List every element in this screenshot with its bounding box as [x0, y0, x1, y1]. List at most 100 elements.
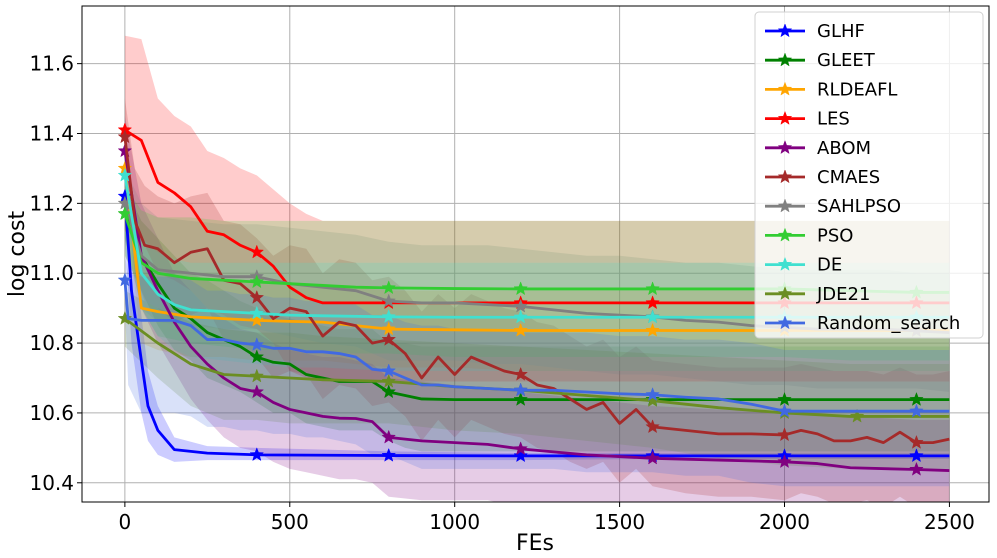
x-tick-label: 500: [271, 510, 309, 534]
marker-glhf: [381, 447, 397, 462]
y-tick-label: 10.4: [29, 471, 74, 495]
marker-jde21: [381, 373, 397, 388]
marker-cmaes: [117, 129, 133, 144]
series-line-random-search: [123, 280, 950, 413]
band-cmaes: [124, 98, 950, 502]
legend-marker-de: [777, 256, 793, 271]
band-les: [124, 35, 950, 382]
marker-cmaes: [645, 419, 660, 434]
marker-sahlpso: [381, 293, 397, 308]
marker-cmaes: [381, 331, 397, 346]
marker-glhf: [249, 447, 265, 462]
band-abom: [124, 116, 950, 502]
legend-marker-random-search: [777, 315, 793, 330]
marker-rldeafl: [645, 322, 660, 337]
marker-abom: [117, 143, 133, 158]
legend-marker-sahlpso: [777, 198, 793, 213]
y-tick-label: 11.2: [29, 191, 74, 215]
marker-les: [249, 244, 265, 259]
marker-random-search: [381, 363, 397, 378]
legend-label-gleet: GLEET: [817, 50, 876, 71]
x-tick-label: 2000: [759, 510, 810, 534]
marker-de: [513, 309, 528, 324]
legend-label-cmaes: CMAES: [817, 167, 880, 188]
marker-random-search: [117, 272, 133, 287]
legend-marker-les: [777, 110, 793, 125]
marker-cmaes: [249, 289, 265, 304]
x-tick-label: 1000: [429, 510, 480, 534]
marker-abom: [513, 441, 528, 456]
marker-pso: [513, 281, 528, 296]
legend-box: [754, 11, 984, 339]
y-tick-label: 11.0: [29, 261, 74, 285]
marker-random-search: [777, 403, 792, 418]
band-sahlpso: [124, 168, 950, 392]
series-line-abom: [123, 150, 950, 472]
marker-glhf: [513, 448, 528, 463]
marker-jde21: [849, 408, 865, 423]
legend-label-pso: PSO: [817, 225, 853, 246]
x-axis-label: FEs: [516, 531, 554, 556]
marker-rldeafl: [513, 322, 529, 337]
axis-ticks: 0 500 1000 1500 2000 2500 10.4 10.6 10.8 11.0 11.2…: [29, 52, 974, 534]
y-tick-label: 10.6: [29, 401, 74, 425]
legend-label-glhf: GLHF: [817, 21, 865, 42]
y-tick-label: 11.4: [29, 121, 74, 145]
marker-rldeafl: [249, 312, 265, 327]
legend-label-les: LES: [817, 109, 850, 130]
marker-les: [645, 295, 660, 310]
marker-de: [381, 309, 397, 324]
marker-gleet: [777, 391, 792, 406]
series-line-glhf: [123, 196, 950, 458]
marker-cmaes: [909, 434, 924, 449]
band-jde21: [124, 290, 950, 469]
marker-pso: [381, 280, 397, 295]
marker-random-search: [909, 403, 924, 418]
marker-jde21: [645, 392, 660, 407]
legend-label-random-search: Random_search: [817, 313, 960, 334]
legend-label-sahlpso: SAHLPSO: [817, 196, 901, 217]
legend-marker-jde21: [777, 286, 793, 301]
legend-marker-rldeafl: [777, 81, 793, 96]
marker-gleet: [249, 349, 265, 364]
y-axis-label: log cost: [5, 211, 30, 298]
marker-de: [249, 305, 265, 320]
marker-abom: [909, 461, 924, 476]
legend-label-rldeafl: RLDEAFL: [817, 79, 897, 100]
x-tick-label: 2500: [924, 510, 975, 534]
x-tick-label: 1500: [594, 510, 645, 534]
marker-de: [117, 167, 133, 182]
legend-label-jde21: JDE21: [816, 284, 870, 305]
series-line-les: [124, 128, 950, 305]
marker-glhf: [909, 448, 924, 463]
marker-cmaes: [777, 427, 792, 442]
marker-random-search: [513, 382, 529, 397]
marker-jde21: [117, 310, 133, 325]
marker-abom: [249, 384, 265, 399]
marker-abom: [381, 429, 397, 444]
marker-random-search: [645, 387, 660, 402]
marker-abom: [645, 450, 660, 465]
legend-marker-abom: [777, 140, 793, 155]
y-tick-label: 11.6: [29, 52, 74, 76]
series-lines: [117, 122, 950, 476]
legend-label-abom: ABOM: [817, 138, 871, 159]
legend-label-de: DE: [817, 255, 842, 276]
plot-frame: [81, 5, 990, 503]
marker-pso: [249, 274, 265, 289]
legend: GLHF GLEET RLDEAFL LES ABOM CMAES SAHLPSO PSO DE…: [754, 11, 984, 339]
marker-gleet: [513, 391, 529, 406]
band-gleet: [124, 185, 950, 452]
marker-gleet: [381, 384, 397, 399]
marker-random-search: [249, 337, 265, 352]
legend-marker-glhf: [777, 23, 793, 38]
marker-cmaes: [513, 366, 528, 381]
y-tick-label: 10.8: [29, 331, 74, 355]
marker-sahlpso: [513, 298, 529, 313]
legend-marker-gleet: [777, 52, 793, 67]
series-line-cmaes: [123, 136, 950, 445]
marker-gleet: [909, 391, 924, 406]
band-random-search: [124, 255, 950, 487]
x-tick-label: 0: [119, 510, 132, 534]
